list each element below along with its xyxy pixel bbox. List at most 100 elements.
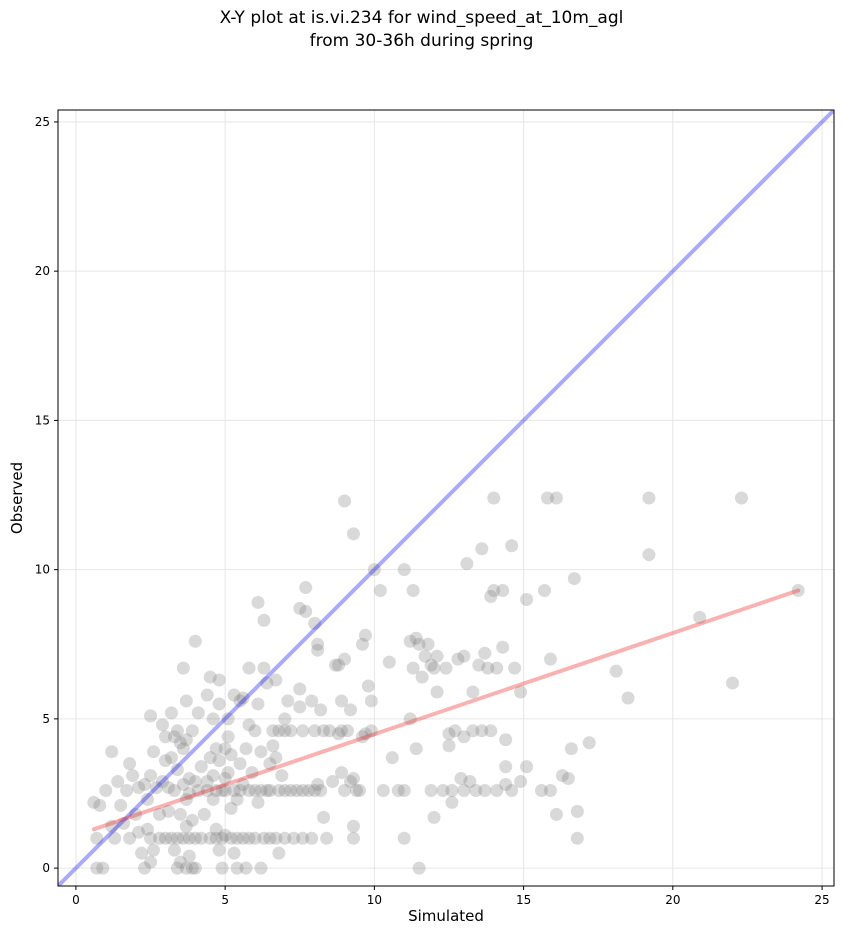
data-point [311,778,325,792]
data-point [430,685,444,699]
x-tick-label: 25 [814,893,829,907]
data-point [278,712,292,726]
data-point [332,658,346,672]
data-point [481,661,495,675]
data-point [257,661,271,675]
data-point [487,584,501,598]
data-point [123,831,137,845]
data-point [254,745,268,759]
data-point [188,634,202,648]
data-point [167,783,181,797]
data-point [308,783,322,797]
data-point [278,831,292,845]
data-point [287,831,301,845]
data-point [346,831,360,845]
data-point [155,775,169,789]
data-point [179,733,193,747]
reference-lines [58,110,834,886]
data-point [233,757,247,771]
data-point [734,491,748,505]
data-point [421,637,435,651]
data-point [254,861,268,875]
y-tick-label: 5 [42,712,50,726]
data-points [87,491,805,875]
data-point [218,828,232,842]
data-point [111,775,125,789]
data-point [352,783,366,797]
data-point [269,751,283,765]
data-point [341,724,355,738]
data-point [346,772,360,786]
data-point [242,783,256,797]
data-point [164,751,178,765]
data-point [284,724,298,738]
data-point [343,703,357,717]
data-point [346,527,360,541]
data-point [496,584,510,598]
data-point [152,831,166,845]
data-point [791,584,805,598]
data-point [147,843,161,857]
data-point [221,766,235,780]
data-point [445,795,459,809]
data-point [642,548,656,562]
data-point [242,661,256,675]
data-point [346,819,360,833]
data-point [561,772,575,786]
data-point [549,807,563,821]
data-point [263,831,277,845]
data-point [567,572,581,586]
data-point [499,760,513,774]
data-point [278,724,292,738]
data-point [260,783,274,797]
data-point [152,807,166,821]
data-point [239,742,253,756]
data-point [179,792,193,806]
data-point [99,783,113,797]
data-point [164,831,178,845]
data-point [96,861,110,875]
data-point [242,718,256,732]
data-point [90,861,104,875]
data-point [158,831,172,845]
data-point [209,742,223,756]
data-point [90,831,104,845]
data-point [457,649,471,663]
data-point [338,652,352,666]
data-point [200,775,214,789]
data-point [296,724,310,738]
data-point [194,760,208,774]
plot-frame [57,109,835,887]
data-point [209,831,223,845]
data-point [257,831,271,845]
data-point [251,697,265,711]
data-point [215,831,229,845]
data-point [323,724,337,738]
data-point [335,724,349,738]
data-point [209,783,223,797]
data-point [305,694,319,708]
data-point [406,661,420,675]
data-point [499,778,513,792]
data-point [245,766,259,780]
data-point [260,676,274,690]
data-point [188,861,202,875]
data-point [311,643,325,657]
data-point [87,795,101,809]
data-point [478,646,492,660]
y-tick-label: 25 [35,115,50,129]
data-point [182,772,196,786]
data-point [296,783,310,797]
data-point [227,846,241,860]
data-point [275,769,289,783]
data-point [141,792,155,806]
data-point [284,783,298,797]
data-point [251,795,265,809]
data-point [144,831,158,845]
data-point [397,831,411,845]
data-point [266,724,280,738]
data-point [182,831,196,845]
data-point [123,757,137,771]
data-point [203,670,217,684]
